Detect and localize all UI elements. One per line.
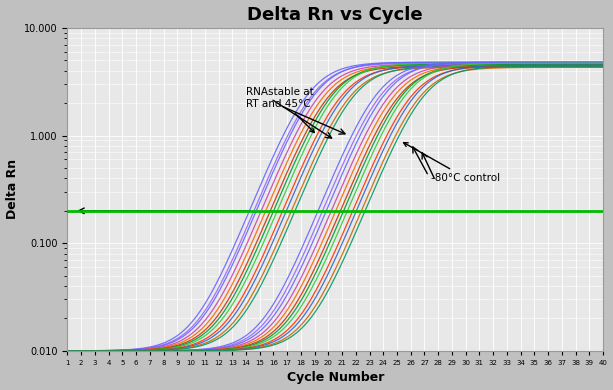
X-axis label: Cycle Number: Cycle Number — [286, 371, 384, 385]
Text: RNAstable at
RT and 45°C: RNAstable at RT and 45°C — [246, 87, 314, 133]
Text: -80°C control: -80°C control — [403, 143, 500, 183]
Title: Delta Rn vs Cycle: Delta Rn vs Cycle — [248, 5, 423, 23]
Y-axis label: Delta Rn: Delta Rn — [6, 159, 18, 220]
